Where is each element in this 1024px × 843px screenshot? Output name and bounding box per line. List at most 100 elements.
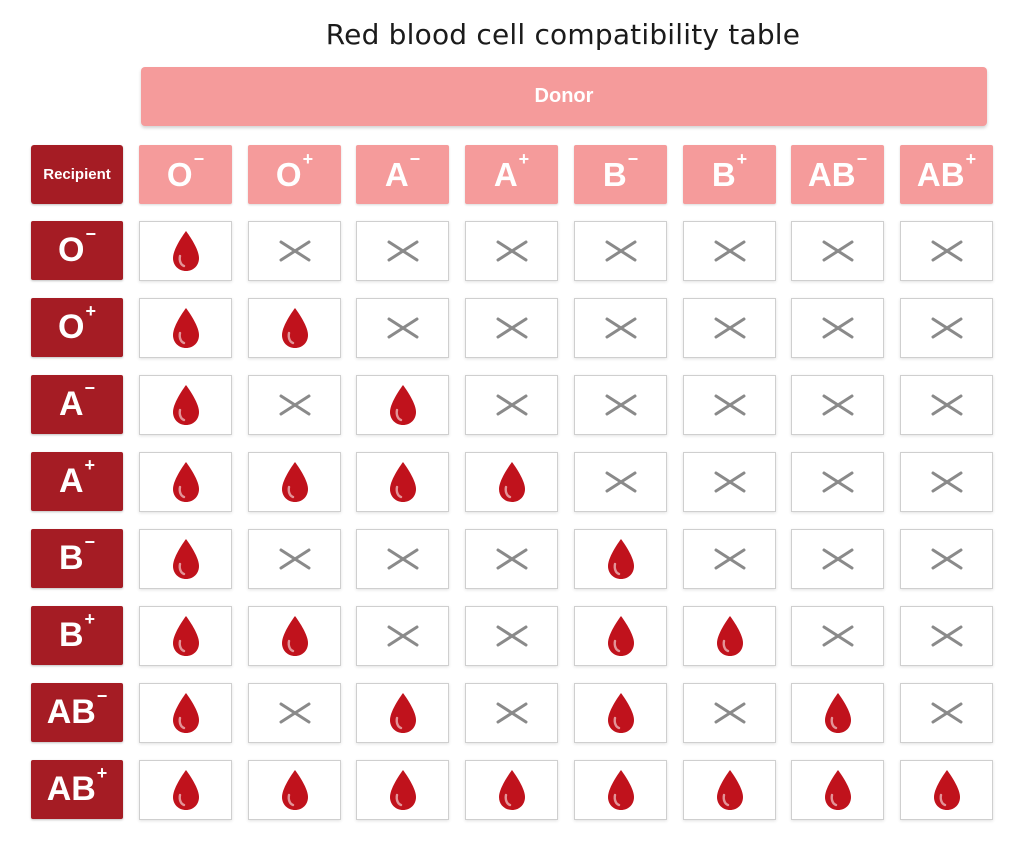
donor-blood-type: O + — [276, 150, 313, 194]
compatibility-cell — [574, 452, 667, 512]
compatibility-cell — [139, 452, 232, 512]
donor-label: Donor — [534, 85, 594, 107]
recipient-blood-type: O + — [58, 302, 96, 347]
cross-icon — [930, 625, 964, 647]
recipient-type-letter: O — [58, 231, 85, 269]
compatibility-cell — [791, 683, 884, 743]
compatibility-cell — [139, 221, 232, 281]
donor-rh-sign: − — [627, 148, 639, 169]
blood-drop-icon — [497, 460, 527, 504]
recipient-rh-sign: − — [96, 686, 108, 706]
donor-rh-sign: − — [856, 148, 868, 169]
compatibility-cell — [683, 298, 776, 358]
compatibility-cell — [465, 683, 558, 743]
compatibility-cell — [791, 452, 884, 512]
compatibility-cell — [139, 298, 232, 358]
blood-drop-icon — [823, 768, 853, 812]
recipient-blood-type: A − — [58, 379, 95, 424]
compatibility-cell — [356, 683, 449, 743]
compatibility-cell — [248, 298, 341, 358]
donor-blood-type: AB + — [916, 150, 976, 194]
donor-column-header: AB − — [791, 145, 884, 204]
cross-icon — [930, 548, 964, 570]
recipient-type-letter: O — [58, 308, 85, 346]
donor-blood-type: B + — [712, 150, 747, 194]
recipient-rh-sign: + — [85, 301, 96, 321]
recipient-blood-type: A + — [58, 456, 95, 501]
recipient-type-letter: AB — [46, 770, 96, 808]
cross-icon — [386, 240, 420, 262]
recipient-row-header: B − — [31, 529, 123, 588]
cross-icon — [604, 240, 638, 262]
recipient-type-letter: A — [58, 462, 84, 500]
cross-icon — [821, 471, 855, 493]
recipient-header: Recipient — [31, 145, 123, 204]
recipient-type-letter: A — [58, 385, 84, 423]
compatibility-cell — [574, 683, 667, 743]
compatibility-cell — [356, 760, 449, 820]
compatibility-cell — [465, 298, 558, 358]
donor-type-letter: B — [602, 155, 627, 193]
recipient-label: Recipient — [43, 166, 111, 183]
cross-icon — [386, 625, 420, 647]
cross-icon — [821, 240, 855, 262]
compatibility-cell — [139, 529, 232, 589]
cross-icon — [386, 548, 420, 570]
cross-icon — [278, 394, 312, 416]
cross-icon — [713, 394, 747, 416]
donor-type-letter: A — [493, 155, 518, 193]
compatibility-cell — [248, 683, 341, 743]
blood-drop-icon — [171, 691, 201, 735]
donor-column-header: A + — [465, 145, 558, 204]
compatibility-cell — [356, 221, 449, 281]
compatibility-cell — [791, 375, 884, 435]
cross-icon — [278, 240, 312, 262]
blood-drop-icon — [388, 383, 418, 427]
blood-drop-icon — [280, 306, 310, 350]
compatibility-cell — [465, 452, 558, 512]
blood-drop-icon — [606, 768, 636, 812]
compatibility-cell — [248, 606, 341, 666]
recipient-row-header: AB + — [31, 760, 123, 819]
compatibility-cell — [574, 606, 667, 666]
recipient-type-letter: B — [58, 539, 84, 577]
blood-drop-icon — [171, 229, 201, 273]
compatibility-cell — [683, 683, 776, 743]
compatibility-cell — [574, 760, 667, 820]
donor-blood-type: B − — [602, 150, 638, 194]
blood-drop-icon — [280, 768, 310, 812]
donor-type-letter: O — [166, 155, 193, 193]
compatibility-cell — [900, 529, 993, 589]
compatibility-cell — [248, 375, 341, 435]
donor-blood-type: A − — [384, 150, 420, 194]
blood-drop-icon — [171, 537, 201, 581]
cross-icon — [604, 471, 638, 493]
compatibility-cell — [900, 298, 993, 358]
cross-icon — [930, 240, 964, 262]
compatibility-cell — [356, 298, 449, 358]
donor-type-letter: A — [384, 155, 409, 193]
recipient-rh-sign: − — [85, 224, 96, 244]
compatibility-cell — [683, 452, 776, 512]
blood-drop-icon — [497, 768, 527, 812]
recipient-rh-sign: + — [84, 455, 96, 475]
compatibility-cell — [683, 606, 776, 666]
compatibility-cell — [248, 529, 341, 589]
donor-rh-sign: + — [965, 148, 977, 169]
donor-column-header: B + — [683, 145, 776, 204]
cross-icon — [604, 394, 638, 416]
cross-icon — [278, 548, 312, 570]
blood-drop-icon — [388, 460, 418, 504]
compatibility-cell — [683, 760, 776, 820]
recipient-blood-type: O − — [58, 225, 96, 270]
blood-drop-icon — [171, 460, 201, 504]
blood-drop-icon — [280, 460, 310, 504]
cross-icon — [495, 548, 529, 570]
compatibility-cell — [248, 221, 341, 281]
cross-icon — [495, 394, 529, 416]
donor-type-letter: AB — [916, 155, 965, 193]
cross-icon — [278, 702, 312, 724]
cross-icon — [713, 240, 747, 262]
recipient-row-header: B + — [31, 606, 123, 665]
donor-blood-type: A + — [493, 150, 529, 194]
